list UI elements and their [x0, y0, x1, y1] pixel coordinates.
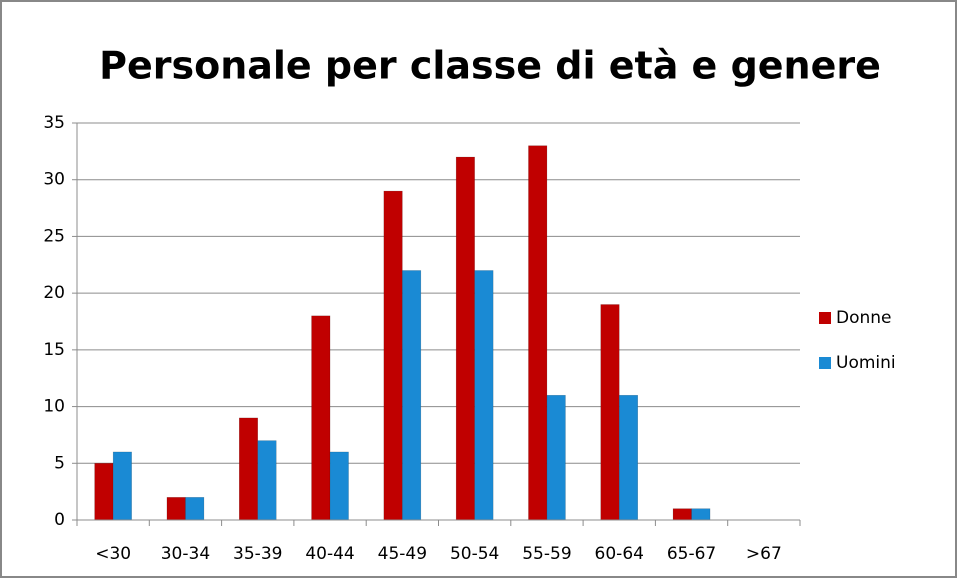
x-tick-label: 60-64: [595, 544, 644, 564]
y-tick-label: 30: [43, 170, 65, 190]
legend-label: Uomini: [836, 353, 896, 373]
x-tick-label: 50-54: [450, 544, 499, 564]
bar: [239, 417, 258, 521]
bar: [672, 508, 692, 521]
bar: [112, 451, 132, 521]
bar: [402, 270, 422, 521]
bar: [383, 190, 403, 521]
bar: [185, 497, 205, 521]
y-tick-label: 25: [43, 226, 65, 246]
y-tick-label: 0: [54, 510, 65, 530]
legend-label: Donne: [836, 308, 892, 328]
bar: [257, 440, 277, 521]
bar: [691, 508, 711, 521]
x-tick-label: 45-49: [378, 544, 427, 564]
y-tick-label: 5: [54, 453, 65, 473]
y-tick-label: 10: [43, 397, 65, 417]
x-tick-label: 40-44: [305, 544, 354, 564]
chart-title: Personale per classe di età e genere: [99, 44, 881, 88]
bar: [329, 451, 349, 521]
x-tick-label: 55-59: [522, 544, 571, 564]
bar: [546, 394, 566, 521]
legend-swatch: [819, 312, 831, 324]
y-tick-label: 35: [43, 113, 65, 133]
bar: [94, 463, 114, 521]
bar: [528, 145, 548, 521]
x-tick-label: >67: [746, 544, 782, 564]
y-tick-label: 15: [43, 340, 65, 360]
bar: [474, 270, 494, 521]
legend-swatch: [819, 357, 831, 369]
bar: [311, 315, 331, 521]
x-tick-label: 35-39: [233, 544, 282, 564]
bar: [600, 304, 620, 521]
x-tick-label: 30-34: [161, 544, 210, 564]
bar: [166, 497, 186, 521]
x-tick-label: 65-67: [667, 544, 716, 564]
bar: [455, 156, 475, 521]
x-tick-label: <30: [95, 544, 131, 564]
y-tick-label: 20: [43, 283, 65, 303]
bar: [619, 394, 638, 521]
